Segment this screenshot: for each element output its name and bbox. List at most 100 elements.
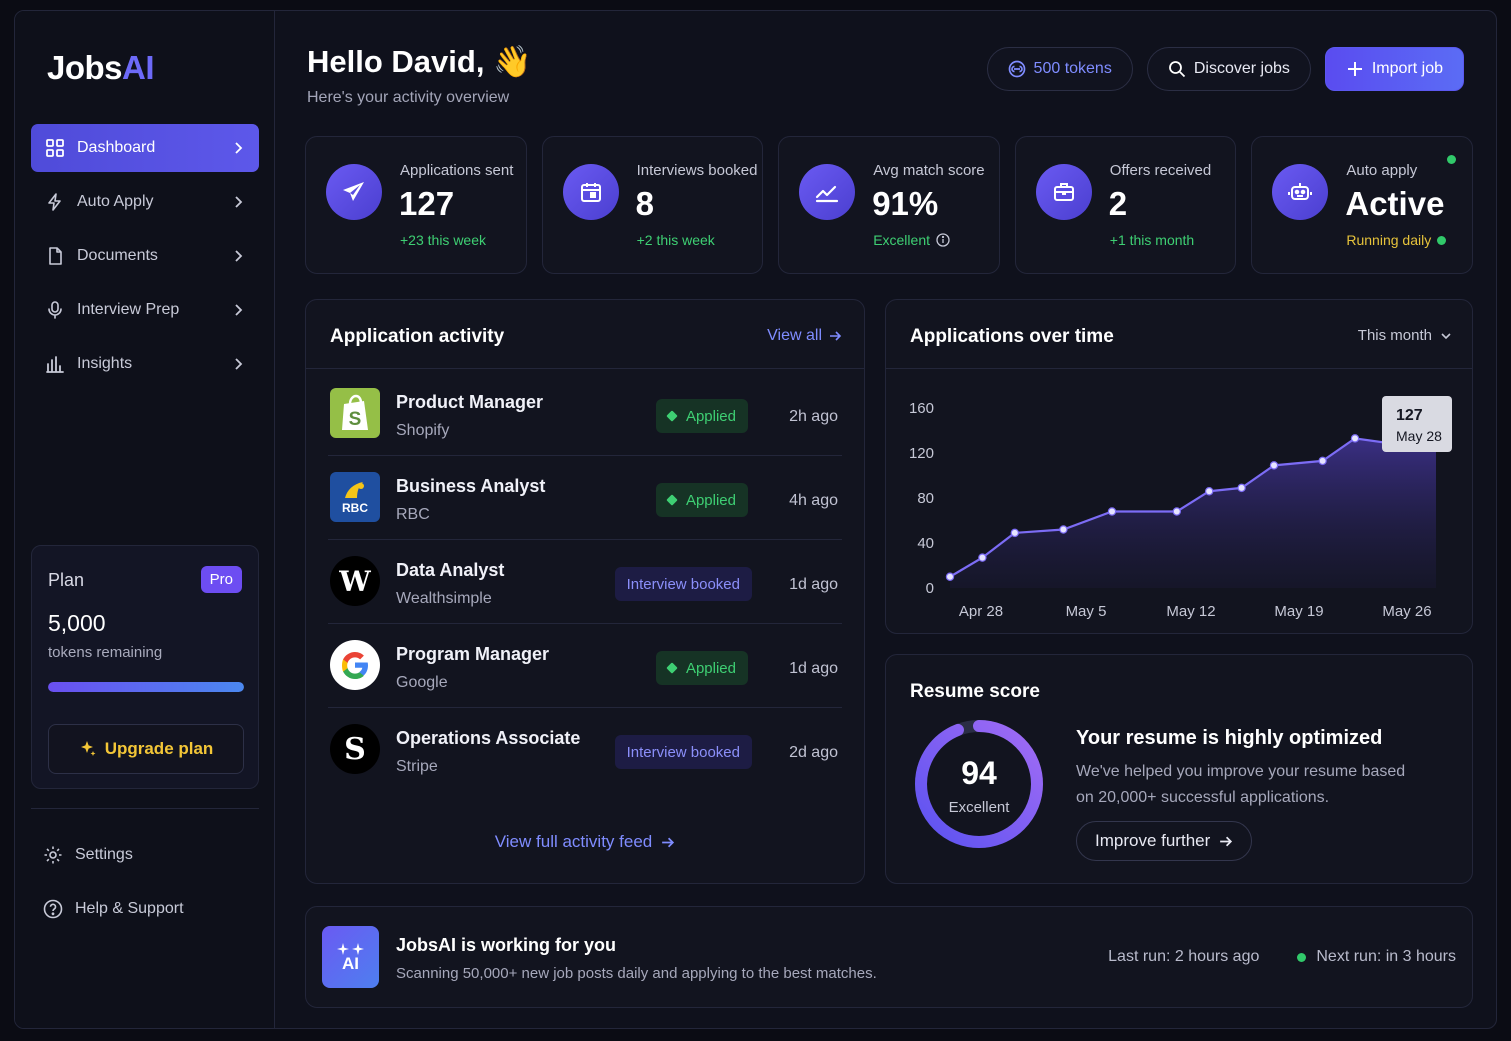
- chevron-down-icon: [1441, 332, 1451, 339]
- panel-divider: [886, 368, 1472, 369]
- x-tick-label: May 5: [1066, 603, 1107, 620]
- status-badge: Applied: [655, 483, 748, 517]
- trend-up-icon: [799, 164, 856, 220]
- sidebar-item-auto-apply[interactable]: Auto Apply: [31, 178, 259, 226]
- stat-value: 2: [1108, 185, 1128, 222]
- chevron-right-icon: [235, 304, 243, 316]
- upgrade-plan-button[interactable]: Upgrade plan: [48, 724, 244, 774]
- stat-value: 91%: [872, 185, 939, 222]
- area-fill: [950, 438, 1436, 588]
- stat-label: Interviews booked: [636, 162, 758, 179]
- company-name: Google: [396, 674, 448, 691]
- plan-badge: Pro: [200, 566, 242, 593]
- period-dropdown[interactable]: This month: [1358, 327, 1452, 344]
- sparkle-icon: [80, 741, 96, 756]
- run-status: Last run: 2 hours ago Next run: in 3 hou…: [1108, 948, 1456, 966]
- discover-jobs-label: Discover jobs: [1193, 60, 1290, 77]
- plan-tokens-label: tokens remaining: [48, 644, 163, 661]
- stat-value: Active: [1345, 185, 1445, 222]
- last-run-text: Last run: 2 hours ago: [1108, 948, 1260, 965]
- list-item[interactable]: S Operations Associate Stripe Interview …: [328, 708, 842, 792]
- chevron-right-icon: [235, 358, 243, 370]
- timestamp: 2d ago: [789, 744, 838, 761]
- panel-title: Application activity: [330, 326, 505, 347]
- briefcase-icon: [1035, 164, 1092, 220]
- sidebar-item-dashboard[interactable]: Dashboard: [31, 124, 259, 172]
- sidebar-item-label: Documents: [77, 247, 158, 264]
- info-icon[interactable]: [936, 233, 950, 247]
- logo[interactable]: JobsAI: [47, 49, 155, 86]
- applications-chart-panel: Applications over time This month 0 40 80 1…: [885, 299, 1473, 634]
- improve-further-button[interactable]: Improve further: [1076, 821, 1253, 861]
- rbc-logo: RBC: [330, 472, 380, 522]
- import-job-label: Import job: [1371, 60, 1443, 77]
- plan-usage-fill: [48, 682, 244, 692]
- status-badge: Applied: [655, 651, 748, 685]
- banner-description: Scanning 50,000+ new job posts daily and…: [396, 965, 877, 982]
- company-name: RBC: [396, 506, 430, 523]
- header-actions: 500 tokens Discover jobs Import job: [986, 47, 1464, 91]
- list-item[interactable]: Program Manager Google Applied 1d ago: [328, 624, 842, 708]
- import-job-button[interactable]: Import job: [1324, 47, 1464, 91]
- shopify-logo: S: [330, 388, 380, 438]
- tokens-button[interactable]: 500 tokens: [986, 47, 1133, 91]
- job-title: Operations Associate: [396, 728, 581, 748]
- sidebar-item-insights[interactable]: Insights: [31, 340, 259, 388]
- stat-card-auto-apply[interactable]: Auto apply Active Running daily: [1251, 136, 1473, 274]
- list-item[interactable]: RBC Business Analyst RBC Applied 4h ago: [328, 456, 842, 540]
- resume-score-value: 94: [961, 755, 997, 791]
- chevron-right-icon: [235, 196, 243, 208]
- grid-icon: [45, 138, 65, 158]
- data-point: [1237, 483, 1246, 493]
- stat-card-match-score[interactable]: Avg match score 91% Excellent: [778, 136, 1000, 274]
- data-point: [1205, 487, 1214, 496]
- plan-usage-bar: [48, 682, 244, 692]
- arrow-right-icon: [830, 331, 842, 341]
- sidebar-item-interview-prep[interactable]: Interview Prep: [31, 286, 259, 334]
- panel-title: Resume score: [910, 681, 1040, 702]
- x-tick-label: May 26: [1382, 603, 1431, 620]
- stat-card-applications[interactable]: Applications sent 127 +23 this week: [305, 136, 527, 274]
- company-name: Shopify: [396, 422, 450, 439]
- sidebar-item-help[interactable]: Help & Support: [31, 885, 259, 933]
- status-badge: Interview booked: [614, 567, 752, 601]
- job-title: Business Analyst: [396, 476, 546, 496]
- lightning-icon: [45, 192, 65, 212]
- tokens-label: 500 tokens: [1033, 60, 1112, 77]
- stat-label: Offers received: [1109, 162, 1212, 179]
- sidebar-item-documents[interactable]: Documents: [31, 232, 259, 280]
- wealthsimple-logo: W: [330, 556, 380, 606]
- resume-score-ring: [915, 720, 1043, 848]
- sidebar: JobsAI Dashboard Auto Apply Do: [15, 11, 275, 1028]
- document-icon: [45, 246, 65, 266]
- chevron-right-icon: [235, 250, 243, 262]
- data-point: [978, 553, 987, 562]
- data-point: [1010, 528, 1020, 538]
- stat-value: 8: [635, 185, 654, 222]
- list-item[interactable]: S Product Manager Shopify Applied 2h ago: [328, 372, 842, 456]
- stat-note: Running daily: [1346, 232, 1447, 248]
- view-all-link[interactable]: View all: [767, 327, 842, 345]
- list-item[interactable]: W Data Analyst Wealthsimple Interview bo…: [328, 540, 842, 624]
- discover-jobs-button[interactable]: Discover jobs: [1146, 47, 1311, 91]
- next-run-dot: [1297, 952, 1307, 962]
- job-title: Program Manager: [396, 644, 550, 664]
- stat-card-offers[interactable]: Offers received 2 +1 this month: [1014, 136, 1237, 274]
- ai-sparkle-icon: AI: [322, 926, 379, 988]
- application-activity-panel: Application activity View all S Product …: [305, 299, 865, 884]
- resume-heading: Your resume is highly optimized: [1076, 727, 1383, 749]
- stat-card-interviews[interactable]: Interviews booked 8 +2 this week: [541, 136, 764, 274]
- next-run-text: Next run: in 3 hours: [1316, 948, 1456, 965]
- x-tick-label: May 19: [1274, 603, 1323, 620]
- resume-description: We've helped you improve your resume bas…: [1076, 763, 1406, 806]
- calendar-icon: [562, 164, 619, 220]
- ai-status-banner: AI JobsAI is working for you Scanning 50…: [305, 906, 1473, 1008]
- stripe-logo: S: [330, 724, 380, 774]
- arrow-right-icon: [1220, 836, 1233, 846]
- main-content: Hello David, 👋 Here's your activity over…: [275, 11, 1496, 1028]
- plan-tokens: 5,000: [48, 610, 106, 636]
- view-full-feed-link[interactable]: View full activity feed: [306, 832, 864, 852]
- sidebar-item-settings[interactable]: Settings: [31, 831, 259, 879]
- resume-score-panel: Resume score 94 Excellent Your resume is…: [885, 654, 1473, 884]
- arrow-right-icon: [662, 837, 675, 847]
